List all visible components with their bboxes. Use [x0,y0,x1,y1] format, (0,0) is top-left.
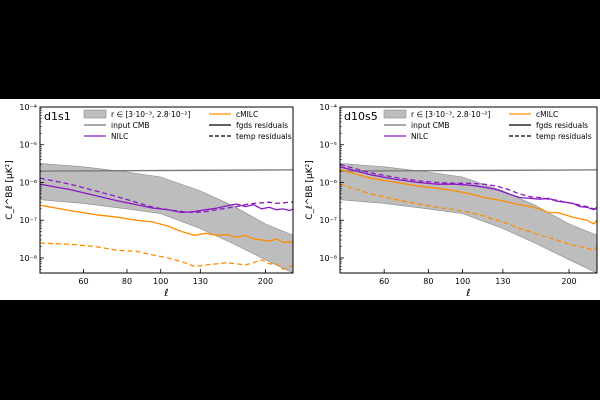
x-tick-label: 60 [379,277,389,286]
r-range-band [340,163,597,273]
panel-label: d1s1 [44,110,71,123]
legend-label-r-3-10-2-8-10: r ∈ [3·10⁻³, 2.8·10⁻²] [411,110,491,119]
legend-label-temp-residuals: temp residuals [236,132,292,141]
legend-label-nilc: NILC [411,132,428,141]
x-tick-label: 60 [78,277,88,286]
x-tick-label: 130 [495,277,510,286]
x-axis-label: ℓ [466,288,470,299]
legend-label-fgds-residuals: fgds residuals [536,121,588,130]
y-tick-label: 10⁻⁵ [319,141,337,150]
y-tick-label: 10⁻⁸ [19,254,37,263]
y-tick-label: 10⁻⁷ [19,216,37,225]
x-tick-label: 80 [122,277,132,286]
legend: r ∈ [3·10⁻³, 2.8·10⁻²] cMILC input CMB fgds… [83,109,292,141]
plot-frame [39,106,294,274]
series-nilc [340,166,597,211]
legend-label-input-cmb: input CMB [111,121,150,130]
legend-label-nilc: NILC [111,132,128,141]
series-input-cmb [340,169,597,172]
legend-label-fgds-residuals: fgds residuals [236,121,288,130]
legend-label-cmilc: cMILC [236,110,258,119]
x-tick-label: 200 [561,277,576,286]
panel-label: d10s5 [344,110,378,123]
y-axis-label: C_ℓ^BB [μK²] [5,160,15,220]
y-tick-label: 10⁻⁶ [319,178,337,187]
panel-d1s1: 10⁻⁸ 10⁻⁷ 10⁻⁶ 10⁻⁵ 10⁻⁴ 60 80 100 130 200 ℓ C_ℓ^BB… [5,103,294,299]
series-cmilc [40,204,293,244]
series-nilc-temp-residuals [340,163,597,211]
series-cmilc [340,168,597,225]
series-input-cmb [40,169,293,172]
legend-label-temp-residuals: temp residuals [536,132,592,141]
legend: r ∈ [3·10⁻³, 2.8·10⁻²] cMILC input CMB fgds… [383,109,592,141]
x-tick-label: 200 [258,277,273,286]
y-tick-label: 10⁻⁷ [319,216,337,225]
legend-label-input-cmb: input CMB [411,121,450,130]
plot-area [40,163,293,273]
y-tick-label: 10⁻⁵ [19,141,37,150]
y-axis-label: C_ℓ^BB [μK²] [305,160,315,220]
legend-label-r-3-10-2-8-10: r ∈ [3·10⁻³, 2.8·10⁻²] [111,110,191,119]
legend-swatch-band [83,109,107,119]
series-nilc [40,183,293,214]
x-tick-label: 100 [153,277,168,286]
y-tick-label: 10⁻⁴ [19,103,37,112]
x-tick-label: 100 [455,277,470,286]
chart-canvas: 10⁻⁸ 10⁻⁷ 10⁻⁶ 10⁻⁵ 10⁻⁴ 60 80 100 130 200 ℓ C_ℓ^BB… [5,103,598,299]
y-tick-label: 10⁻⁸ [319,254,337,263]
legend-label-cmilc: cMILC [536,110,558,119]
y-tick-label: 10⁻⁴ [319,103,337,112]
plot-area [340,163,597,273]
x-tick-label: 130 [193,277,208,286]
panel-d10s5: 10⁻⁸ 10⁻⁷ 10⁻⁶ 10⁻⁵ 10⁻⁴ 60 80 100 130 200 ℓ C_ℓ^BB… [305,103,598,299]
plot-frame [339,106,598,274]
y-tick-label: 10⁻⁶ [19,178,37,187]
x-tick-label: 80 [423,277,433,286]
series-cmilc-temp-residuals [340,183,597,251]
legend-swatch-band [383,109,407,119]
r-range-band [40,163,293,273]
figure: 10⁻⁸ 10⁻⁷ 10⁻⁶ 10⁻⁵ 10⁻⁴ 60 80 100 130 200 ℓ C_ℓ^BB… [0,99,600,300]
x-axis-label: ℓ [164,288,168,299]
series-cmilc-temp-residuals [40,242,293,270]
